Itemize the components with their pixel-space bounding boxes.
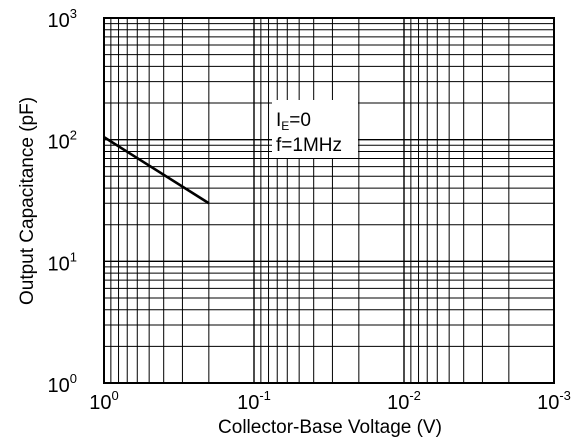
y-tick-labels: 100 101 102 103 bbox=[48, 6, 77, 397]
y-axis-label: Output Capacitance (pF) bbox=[17, 97, 38, 305]
y-tick-label: 101 bbox=[48, 249, 77, 275]
x-tick-label: 10-2 bbox=[387, 388, 421, 414]
plot-frame bbox=[103, 17, 555, 384]
condition-annotation: IE=0 f=1MHz bbox=[272, 100, 358, 158]
annotation-ie: IE=0 bbox=[276, 110, 311, 133]
annotation-background bbox=[272, 100, 358, 158]
x-axis-label: Collector-Base Voltage (V) bbox=[218, 417, 442, 438]
x-tick-label: 10-3 bbox=[537, 388, 571, 414]
major-grid bbox=[103, 17, 555, 384]
x-tick-label: 10-1 bbox=[237, 388, 271, 414]
y-tick-label: 102 bbox=[48, 128, 77, 154]
y-tick-label: 100 bbox=[48, 371, 77, 397]
series-group bbox=[103, 135, 210, 205]
annotation-frequency: f=1MHz bbox=[276, 135, 342, 156]
y-tick-label: 103 bbox=[48, 6, 77, 32]
x-tick-label: 100 bbox=[89, 388, 118, 414]
minor-grid bbox=[104, 18, 554, 383]
x-tick-labels: 100 10-1 10-2 10-3 bbox=[89, 388, 571, 414]
capacitance-curve bbox=[103, 135, 210, 205]
